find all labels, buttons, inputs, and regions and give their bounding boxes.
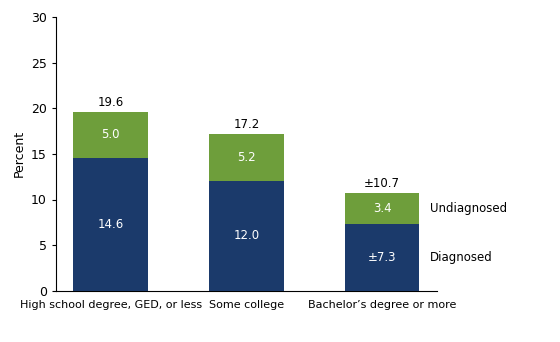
Text: Diagnosed: Diagnosed: [430, 251, 493, 264]
Bar: [345, 224, 419, 291]
Text: 14.6: 14.6: [97, 218, 124, 231]
Text: 5.2: 5.2: [237, 151, 256, 164]
Text: 17.2: 17.2: [234, 118, 259, 131]
Bar: [209, 134, 284, 181]
Text: 12.0: 12.0: [234, 229, 259, 242]
Text: Undiagnosed: Undiagnosed: [430, 202, 507, 215]
Text: ±7.3: ±7.3: [368, 251, 396, 264]
Text: 3.4: 3.4: [373, 202, 391, 215]
Bar: [73, 158, 148, 291]
Text: 19.6: 19.6: [97, 96, 124, 109]
Bar: [73, 112, 148, 158]
Bar: [209, 181, 284, 291]
Y-axis label: Percent: Percent: [12, 130, 26, 177]
Text: ±10.7: ±10.7: [364, 177, 400, 190]
Text: 5.0: 5.0: [101, 128, 120, 141]
Bar: [345, 193, 419, 224]
